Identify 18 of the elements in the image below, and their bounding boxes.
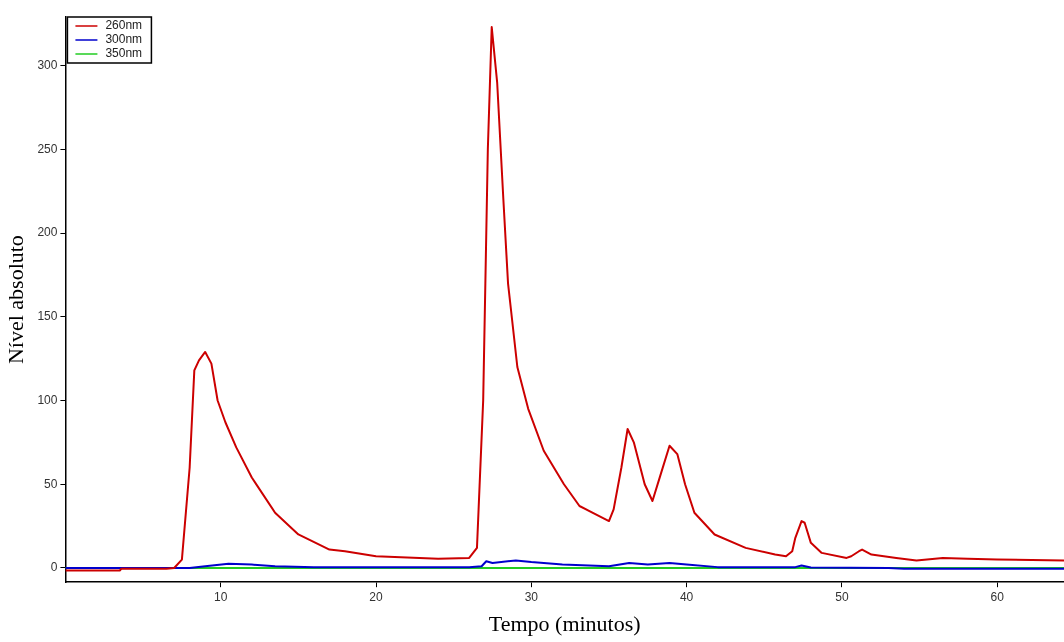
y-tick-label: 50 — [44, 476, 58, 491]
legend-label: 350nm — [105, 46, 143, 61]
y-axis-title: Nível absoluto — [2, 235, 28, 365]
x-tick-label: 20 — [369, 589, 384, 604]
y-tick-label: 0 — [50, 560, 58, 575]
legend-label: 260nm — [105, 18, 143, 33]
x-tick-label: 40 — [679, 589, 694, 604]
legend-label: 300nm — [105, 32, 143, 47]
x-tick-label: 30 — [524, 589, 539, 604]
x-tick-label: 50 — [835, 589, 849, 604]
x-axis-title: Tempo (minutos) — [488, 610, 641, 636]
y-tick-label: 300 — [37, 57, 58, 72]
y-tick-label: 200 — [37, 225, 58, 240]
x-tick-label: 60 — [990, 589, 1005, 604]
y-tick-label: 250 — [37, 141, 58, 156]
y-tick-label: 100 — [37, 392, 58, 407]
x-tick-label: 10 — [214, 589, 228, 604]
y-tick-label: 150 — [37, 309, 58, 324]
